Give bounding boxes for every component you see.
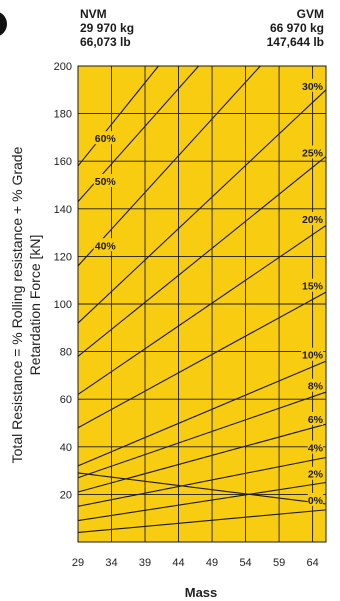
grade-line-20pct xyxy=(77,225,327,395)
x-tick-label-44: 44 xyxy=(172,557,184,569)
grade-line-15pct xyxy=(77,291,327,429)
x-tick-label-49: 49 xyxy=(206,557,218,569)
grade-line-8pct xyxy=(77,391,327,479)
y-tick-label-80: 80 xyxy=(60,347,72,359)
grade-line-60pct xyxy=(77,65,159,167)
grade-label-bg xyxy=(301,278,323,292)
y-tick-label-120: 120 xyxy=(54,251,72,263)
grade-line-25pct xyxy=(77,156,327,357)
grade-line-6pct xyxy=(77,423,327,493)
x-tick-label-34: 34 xyxy=(105,557,117,569)
x-tick-label-64: 64 xyxy=(306,557,318,569)
grade-line-2pct xyxy=(77,481,327,522)
grade-label-60pct: 60% xyxy=(95,133,117,145)
grade-label-bg xyxy=(307,466,323,480)
y-tick-label-20: 20 xyxy=(60,489,72,501)
grade-label-20pct: 20% xyxy=(302,214,324,226)
grade-label-15pct: 15% xyxy=(302,281,324,293)
grade-label-bg xyxy=(93,174,116,187)
gvm-title: GVM xyxy=(297,7,324,21)
y-tick-label-180: 180 xyxy=(54,109,72,121)
nvm-title: NVM xyxy=(80,7,107,21)
y-tick-label-60: 60 xyxy=(60,394,72,406)
grade-label-bg xyxy=(307,440,323,454)
gvm-lb: 147,644 lb xyxy=(267,35,324,49)
y-tick-label-160: 160 xyxy=(54,156,72,168)
header: NVM 29 970 kg 66,073 lb GVM 66 970 kg 14… xyxy=(80,7,324,49)
resistance-line-6 xyxy=(77,472,327,505)
x-tick-labels: 29 34 39 44 49 54 59 64 xyxy=(72,557,319,569)
grade-line-4pct xyxy=(77,456,327,507)
y-tick-label-100: 100 xyxy=(54,299,72,311)
grade-label-2pct: 2% xyxy=(308,469,324,481)
grade-label-25pct: 25% xyxy=(302,147,324,159)
grade-label-bg xyxy=(301,78,323,92)
grade-label-40pct: 40% xyxy=(95,240,117,252)
grade-line-10pct xyxy=(77,360,327,467)
grade-line-40pct xyxy=(77,65,261,267)
grade-label-4pct: 4% xyxy=(308,443,324,455)
y-axis-title-line-1: Total Resistance = % Rolling resistance … xyxy=(9,146,25,463)
y-tick-label-200: 200 xyxy=(54,61,72,73)
grade-line-0pct xyxy=(77,509,327,534)
grade-label-6pct: 6% xyxy=(308,414,324,426)
grade-label-bg xyxy=(307,492,323,506)
grade-labels: 0% 2% 4% 6% 8% 10% 15% 20% 25% 30% 40% 50% 60% xyxy=(93,78,324,507)
series-lines xyxy=(77,65,327,534)
x-tick-label-39: 39 xyxy=(139,557,151,569)
grade-label-bg xyxy=(307,412,323,425)
grade-label-50pct: 50% xyxy=(95,176,117,188)
grade-label-bg xyxy=(301,145,323,159)
y-tick-labels: 20 40 60 80 100 120 140 160 180 200 xyxy=(54,61,72,501)
grade-label-bg xyxy=(93,131,116,145)
grade-label-bg xyxy=(93,238,116,252)
plot-border xyxy=(77,65,327,543)
grade-label-bg xyxy=(301,212,323,226)
grade-label-bg xyxy=(307,378,323,392)
x-tick-label-29: 29 xyxy=(72,557,84,569)
y-tick-label-40: 40 xyxy=(60,442,72,454)
nvm-lb: 66,073 lb xyxy=(80,35,131,49)
grid xyxy=(77,65,326,542)
grade-label-8pct: 8% xyxy=(308,381,324,393)
grade-label-bg xyxy=(301,347,323,361)
x-axis-title: Mass xyxy=(185,585,218,600)
grade-label-30pct: 30% xyxy=(302,81,324,93)
y-axis-title-line-2: Retardation Force [kN] xyxy=(27,235,43,376)
gvm-kg: 66 970 kg xyxy=(270,21,324,35)
nvm-kg: 29 970 kg xyxy=(80,21,134,35)
x-tick-label-59: 59 xyxy=(273,557,285,569)
corner-marker xyxy=(0,12,7,36)
grade-label-10pct: 10% xyxy=(302,350,324,362)
grade-label-0pct: 0% xyxy=(308,495,324,507)
grade-line-30pct xyxy=(77,89,327,324)
x-tick-label-54: 54 xyxy=(239,557,251,569)
y-tick-label-140: 140 xyxy=(54,204,72,216)
